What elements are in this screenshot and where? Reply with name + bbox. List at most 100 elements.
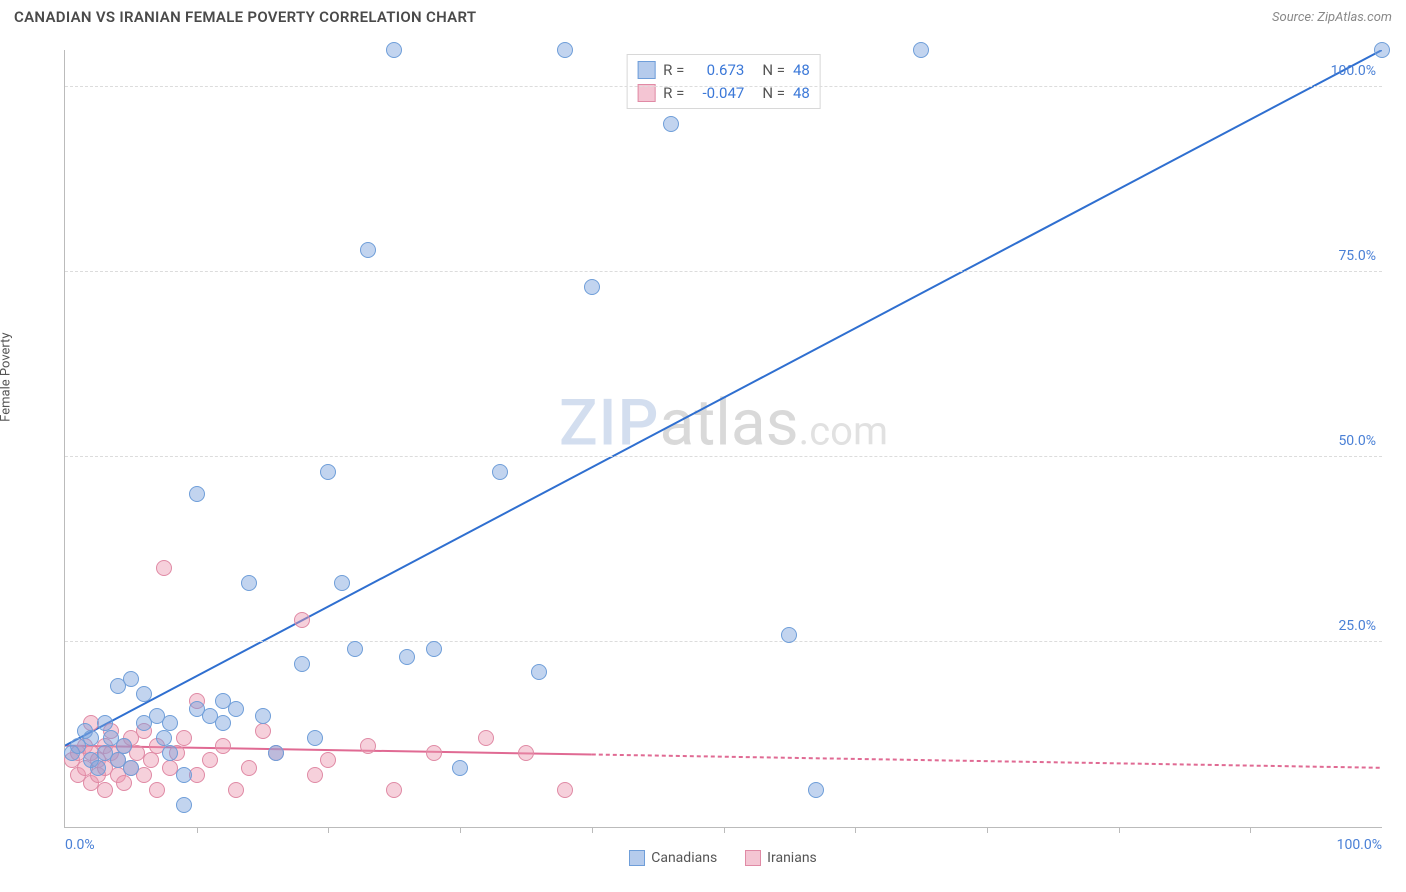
canadians-point [399, 649, 415, 665]
y-tick-label: 25.0% [1338, 618, 1376, 634]
iranians-point [386, 782, 402, 798]
canadians-point [584, 279, 600, 295]
iranians-point [116, 775, 132, 791]
canadians-point [557, 42, 573, 58]
iranians-point [360, 738, 376, 754]
canadians-point [781, 627, 797, 643]
canadians-point [156, 730, 172, 746]
canadians-point [294, 656, 310, 672]
x-tick-mark [328, 827, 329, 833]
canadians-point [347, 641, 363, 657]
watermark: ZIPatlas.com [559, 385, 888, 460]
legend-swatch [629, 850, 645, 866]
canadians-point [492, 464, 508, 480]
canadians-point [123, 760, 139, 776]
canadians-point [426, 641, 442, 657]
legend-r-label: R = [663, 59, 684, 82]
x-tick-mark [1250, 827, 1251, 833]
iranians-point [426, 745, 442, 761]
canadians-point [136, 686, 152, 702]
y-tick-label: 50.0% [1338, 433, 1376, 449]
canadians-point [97, 715, 113, 731]
canadians-point [452, 760, 468, 776]
correlation-legend: R = 0.673 N = 48 R = -0.047 N = 48 [626, 54, 821, 109]
series-legend-item: Iranians [745, 850, 817, 866]
watermark-dotcom: .com [799, 407, 888, 454]
canadians-point [189, 486, 205, 502]
canadians-point [90, 760, 106, 776]
canadians-point [320, 464, 336, 480]
legend-n-value: 48 [793, 82, 810, 105]
legend-row: R = 0.673 N = 48 [637, 59, 810, 82]
x-tick-mark [724, 827, 725, 833]
plot-region: ZIPatlas.com R = 0.673 N = 48 R = -0.047 N = 48… [64, 50, 1382, 828]
gridline [65, 86, 1382, 87]
iranians-point [478, 730, 494, 746]
canadians-point [913, 42, 929, 58]
source-attribution: Source: ZipAtlas.com [1272, 10, 1392, 25]
iranians-point [320, 752, 336, 768]
iranians-point [294, 612, 310, 628]
series-legend-label: Canadians [651, 850, 717, 866]
x-tick-mark [987, 827, 988, 833]
watermark-zip: ZIP [559, 385, 660, 460]
iranians-point [143, 752, 159, 768]
canadians-point [1374, 42, 1390, 58]
iranians-point [149, 782, 165, 798]
legend-n-label: N = [762, 59, 785, 82]
x-tick-mark [197, 827, 198, 833]
iranians-point [156, 560, 172, 576]
canadians-point [255, 708, 271, 724]
x-tick-mark [592, 827, 593, 833]
chart-title: CANADIAN VS IRANIAN FEMALE POVERTY CORRE… [14, 8, 476, 26]
chart-area: Female Poverty ZIPatlas.com R =0.673N =4… [14, 40, 1392, 878]
gridline [65, 641, 1382, 642]
canadians-point [241, 575, 257, 591]
iranians-point [202, 752, 218, 768]
x-tick-mark [460, 827, 461, 833]
canadians-point [808, 782, 824, 798]
iranians-point [97, 782, 113, 798]
canadians-point [176, 767, 192, 783]
legend-n-value: 48 [793, 59, 810, 82]
x-tick-mark [1119, 827, 1120, 833]
chart-header: CANADIAN VS IRANIAN FEMALE POVERTY CORRE… [0, 0, 1406, 30]
gridline [65, 456, 1382, 457]
legend-r-label: R = [663, 82, 684, 105]
series-legend: Canadians Iranians [64, 850, 1382, 866]
gridline [65, 271, 1382, 272]
canadians-point [215, 715, 231, 731]
y-tick-label: 75.0% [1338, 248, 1376, 264]
legend-swatch [637, 61, 655, 79]
canadians-point [334, 575, 350, 591]
iranians-point [255, 723, 271, 739]
x-tick-mark [855, 827, 856, 833]
canadians-point [386, 42, 402, 58]
canadians-point [307, 730, 323, 746]
y-tick-label: 100.0% [1331, 63, 1376, 79]
canadians-point [162, 745, 178, 761]
legend-r-value: -0.047 [692, 82, 744, 105]
iranians-point [557, 782, 573, 798]
legend-n-label: N = [762, 82, 785, 105]
legend-row: R = -0.047 N = 48 [637, 82, 810, 105]
iranians-point [307, 767, 323, 783]
canadians-point [360, 242, 376, 258]
y-axis-label: Female Poverty [0, 332, 14, 421]
canadians-point [268, 745, 284, 761]
watermark-atlas: atlas [660, 385, 799, 460]
canadians-point [83, 730, 99, 746]
canadians-point [116, 738, 132, 754]
canadians-point [663, 116, 679, 132]
legend-r-value: 0.673 [692, 59, 744, 82]
canadians-point [162, 715, 178, 731]
iranians-point [215, 738, 231, 754]
canadians-point [176, 797, 192, 813]
iranians-point [176, 730, 192, 746]
series-legend-label: Iranians [767, 850, 817, 866]
canadians-point [531, 664, 547, 680]
canadians-point [123, 671, 139, 687]
iranians-point [241, 760, 257, 776]
legend-swatch [745, 850, 761, 866]
iranians-point [228, 782, 244, 798]
